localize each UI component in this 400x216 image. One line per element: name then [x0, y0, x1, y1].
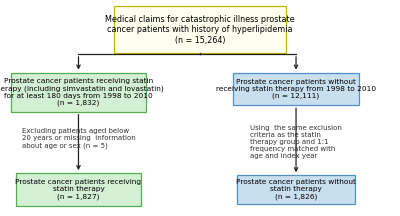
Text: Excluding patients aged below
20 years or missing  information
about age or sex : Excluding patients aged below 20 years o… [22, 129, 135, 149]
FancyBboxPatch shape [237, 175, 355, 204]
FancyBboxPatch shape [114, 6, 286, 53]
Text: Prostate cancer patients receiving statin
therapy (including simvastatin and lov: Prostate cancer patients receiving stati… [0, 78, 164, 106]
Text: Prostate cancer patients without
statin therapy
(n = 1,826): Prostate cancer patients without statin … [236, 179, 356, 200]
Text: Medical claims for catastrophic illness prostate
cancer patients with history of: Medical claims for catastrophic illness … [105, 15, 295, 44]
Text: Using  the same exclusion
criteria as the statin
therapy group and 1:1
frequency: Using the same exclusion criteria as the… [250, 125, 342, 159]
FancyBboxPatch shape [11, 73, 146, 112]
Text: Prostate cancer patients without
receiving statin therapy from 1998 to 2010
(n =: Prostate cancer patients without receivi… [216, 79, 376, 99]
FancyBboxPatch shape [16, 173, 141, 206]
Text: Prostate cancer patients receiving
statin therapy
(n = 1,827): Prostate cancer patients receiving stati… [16, 179, 142, 200]
FancyBboxPatch shape [233, 73, 359, 105]
